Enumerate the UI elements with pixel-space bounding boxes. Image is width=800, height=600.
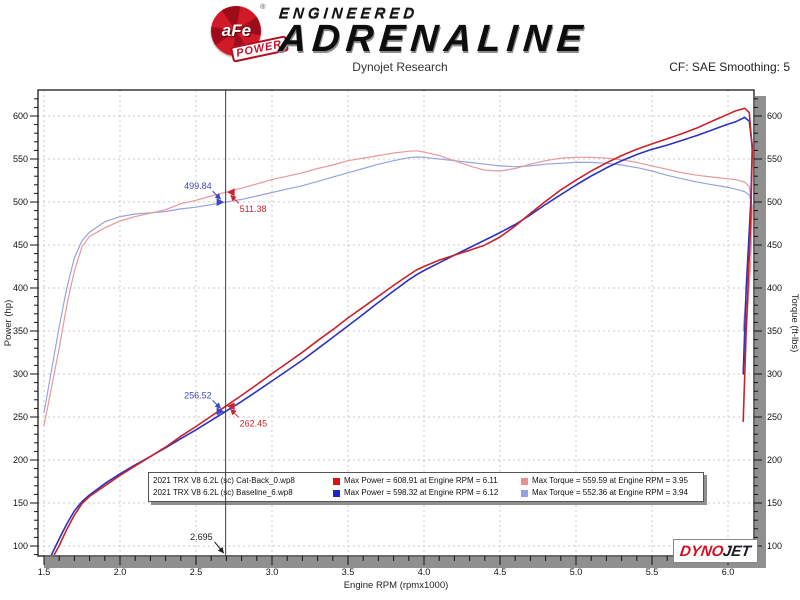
- baseline-torque-curve: [43, 156, 753, 414]
- right-tick-label: 550: [767, 154, 782, 164]
- x-tick-label: 5.5: [646, 567, 659, 577]
- catback-torque-curve: [43, 150, 753, 427]
- left-tick-label: 300: [13, 369, 28, 379]
- right-tick-label: 600: [767, 111, 782, 121]
- x-tick-label: 4.0: [418, 567, 431, 577]
- shadow-strip-bottom: [44, 557, 766, 568]
- legend-box: 2021 TRX V8 6.2L (sc) Cat-Back_0.wp8 Max …: [148, 472, 704, 502]
- x-tick-label: 6.0: [722, 567, 735, 577]
- legend-torque-label: Max Torque = 552.36 at Engine RPM = 3.94: [532, 488, 688, 497]
- left-axis-title: Power (hp): [3, 300, 14, 346]
- right-tick-label: 350: [767, 326, 782, 336]
- legend-power-label: Max Power = 598.32 at Engine RPM = 6.12: [344, 488, 499, 497]
- dynojet-logo-dyno: DYNO: [678, 542, 725, 560]
- legend-series-name: 2021 TRX V8 6.2L (sc) Cat-Back_0.wp8: [153, 476, 295, 485]
- legend-power-item: Max Power = 598.32 at Engine RPM = 6.12: [333, 487, 521, 499]
- afe-power-logo: aFe ® POWER: [211, 4, 289, 63]
- left-tick-label: 200: [13, 455, 28, 465]
- brand-wordmark: ENGINEERED ADRENALINE: [277, 4, 591, 60]
- x-tick-label: 5.0: [570, 567, 583, 577]
- axis-ticks: [30, 98, 762, 565]
- afe-logo-text: aFe: [221, 21, 252, 40]
- adrenaline-text: ADRENALINE: [277, 18, 591, 60]
- x-tick-label: 3.0: [266, 567, 279, 577]
- left-tick-label: 550: [13, 154, 28, 164]
- tick-labels: 100 100 150 150 200 200 250 250 300 300 350 350 400 4…: [13, 111, 782, 577]
- left-tick-label: 450: [13, 240, 28, 250]
- smoothing-label: CF: SAE Smoothing: 5: [669, 60, 790, 74]
- legend-row: 2021 TRX V8 6.2L (sc) Cat-Back_0.wp8 Max …: [153, 475, 699, 487]
- right-tick-label: 400: [767, 283, 782, 293]
- curves: [43, 107, 753, 555]
- gridlines: [38, 90, 754, 556]
- dynojet-logo-jet: JET: [722, 542, 753, 560]
- x-tick-label: 3.5: [342, 567, 355, 577]
- right-tick-label: 150: [767, 498, 782, 508]
- right-tick-label: 100: [767, 541, 782, 551]
- left-tick-label: 500: [13, 197, 28, 207]
- legend-torque-label: Max Torque = 559.59 at Engine RPM = 3.95: [532, 476, 688, 485]
- header: aFe ® POWER ENGINEERED ADRENALINE: [0, 4, 800, 63]
- registered-mark: ®: [260, 4, 266, 11]
- shadow-strip-right: [755, 96, 766, 568]
- legend-torque-item: Max Torque = 559.59 at Engine RPM = 3.95: [521, 475, 688, 487]
- right-tick-label: 250: [767, 412, 782, 422]
- legend-power-item: Max Power = 608.91 at Engine RPM = 6.11: [333, 475, 521, 487]
- dynojet-logo: DYNO JET: [673, 539, 758, 563]
- legend-torque-swatch: [521, 477, 528, 485]
- x-tick-label: 4.5: [494, 567, 507, 577]
- left-tick-label: 350: [13, 326, 28, 336]
- legend-torque-item: Max Torque = 552.36 at Engine RPM = 3.94: [521, 487, 688, 499]
- x-tick-label: 1.5: [38, 567, 51, 577]
- x-tick-label: 2.5: [190, 567, 203, 577]
- left-tick-label: 400: [13, 283, 28, 293]
- x-tick-label: 2.0: [114, 567, 127, 577]
- right-tick-label: 500: [767, 197, 782, 207]
- left-tick-label: 100: [13, 541, 28, 551]
- legend-series-name: 2021 TRX V8 6.2L (sc) Baseline_6.wp8: [153, 488, 293, 497]
- right-axis-title: Torque (ft-lbs): [789, 294, 800, 353]
- x-axis-title: Engine RPM (rpmx1000): [344, 580, 449, 591]
- legend-row: 2021 TRX V8 6.2L (sc) Baseline_6.wp8 Max …: [153, 487, 699, 499]
- legend-power-swatch: [333, 477, 340, 485]
- right-tick-label: 300: [767, 369, 782, 379]
- chart-subtitle: Dynojet Research: [352, 60, 448, 74]
- right-tick-label: 450: [767, 240, 782, 250]
- left-tick-label: 250: [13, 412, 28, 422]
- right-tick-label: 200: [767, 455, 782, 465]
- plot-frame: [37, 89, 755, 557]
- left-tick-label: 600: [13, 111, 28, 121]
- legend-torque-swatch: [521, 489, 528, 497]
- legend-power-label: Max Power = 608.91 at Engine RPM = 6.11: [344, 476, 498, 485]
- left-tick-label: 150: [13, 498, 28, 508]
- catback-power-curve: [53, 107, 753, 555]
- legend-power-swatch: [333, 489, 340, 497]
